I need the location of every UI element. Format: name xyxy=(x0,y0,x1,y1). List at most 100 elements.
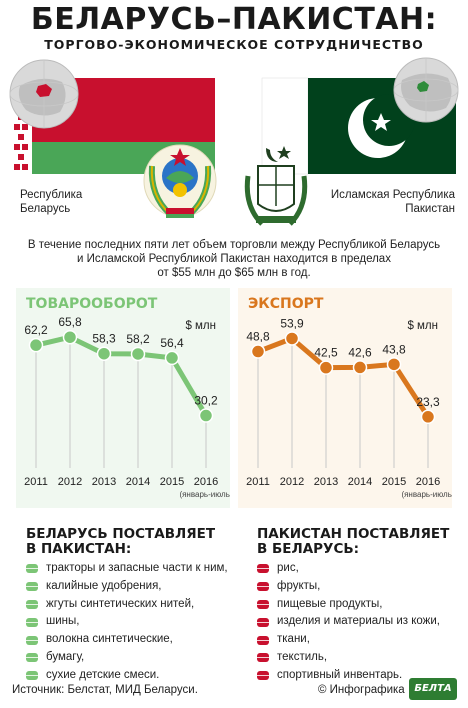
data-label: 62,2 xyxy=(24,323,48,337)
tick-label: 2012 xyxy=(58,476,82,488)
data-point xyxy=(386,357,402,372)
belarus-export-item-label: калийные удобрения, xyxy=(46,579,162,592)
pakistan-export-item-label: ткани, xyxy=(277,633,310,646)
pakistan-exports-title: ПАКИСТАН ПОСТАВЛЯЕТ В БЕЛАРУСЬ: xyxy=(257,526,450,557)
bullet-icon xyxy=(26,617,38,627)
export-unit: $ млн xyxy=(407,320,438,332)
turnover-chart-title: ТОВАРООБОРОТ xyxy=(26,296,158,312)
tick-label: 2014 xyxy=(126,476,150,488)
turnover-chart-panel: ТОВАРООБОРОТ $ млн 62,2 65,8 58,3 58,2 56,4 3… xyxy=(16,288,230,508)
belarus-label: Республика Беларусь xyxy=(20,189,83,215)
belarus-export-item: тракторы и запасные части к ним, xyxy=(26,560,228,578)
globe-pakistan-icon xyxy=(393,57,459,123)
pakistan-label: Исламская Республика Пакистан xyxy=(330,189,455,215)
export-chart-title: ЭКСПОРТ xyxy=(248,296,324,312)
bullet-icon xyxy=(257,653,269,663)
pakistan-export-item: пищевые продукты, xyxy=(257,596,440,614)
globe-belarus-icon xyxy=(9,59,79,129)
data-label: 43,8 xyxy=(382,342,406,356)
pakistan-export-item: текстиль, xyxy=(257,649,440,667)
bullet-icon xyxy=(257,617,269,627)
belarus-export-item: сухие детские смеси. xyxy=(26,667,228,685)
data-point xyxy=(62,329,78,345)
data-point xyxy=(96,346,112,361)
tick-label: 2015 xyxy=(160,476,184,488)
export-chart: 48,8 53,9 42,5 42,6 43,8 23,3 2011 2012 2013 2014… xyxy=(246,316,452,499)
bullet-icon xyxy=(26,653,38,663)
data-point xyxy=(352,360,368,375)
data-label: 48,8 xyxy=(246,330,270,344)
data-label: 42,6 xyxy=(348,345,372,359)
infographic-credit: © Инфографика xyxy=(318,684,405,696)
pakistan-export-item-label: текстиль, xyxy=(277,650,328,663)
source-note: Источник: Белстат, МИД Беларуси. xyxy=(12,684,198,696)
tick-label: 2016 xyxy=(416,476,440,488)
data-label: 42,5 xyxy=(314,346,338,360)
data-label: 58,2 xyxy=(126,332,150,346)
belarus-export-item: шины, xyxy=(26,613,228,631)
bullet-icon xyxy=(257,635,269,645)
bullet-icon xyxy=(26,671,38,681)
tick-label: 2016 xyxy=(194,476,218,488)
pakistan-export-item-label: спортивный инвентарь. xyxy=(277,668,403,681)
belarus-export-item-label: жгуты синтетических нитей, xyxy=(46,597,195,610)
data-point xyxy=(250,344,266,359)
pakistan-export-item-label: пищевые продукты, xyxy=(277,597,383,610)
belarus-emblem-icon xyxy=(143,144,217,218)
belarus-export-item-label: шины, xyxy=(46,615,80,628)
bullet-icon xyxy=(26,564,38,574)
tick-note: (январь-июль) xyxy=(401,490,452,499)
belarus-exports-title: БЕЛАРУСЬ ПОСТАВЛЯЕТ В ПАКИСТАН: xyxy=(26,526,216,557)
bullet-icon xyxy=(257,671,269,681)
tick-label: 2011 xyxy=(246,476,270,488)
flags-illustration xyxy=(9,57,459,226)
data-point xyxy=(130,346,146,362)
pakistan-export-item-label: рис, xyxy=(277,562,299,574)
pakistan-exports-list: рис, фрукты, пищевые продукты, изделия и ма… xyxy=(257,560,440,685)
data-label: 58,3 xyxy=(92,332,116,346)
data-point xyxy=(28,337,44,353)
data-label: 65,8 xyxy=(58,315,82,329)
pakistan-export-item: рис, xyxy=(257,560,440,578)
tick-label: 2013 xyxy=(92,476,116,488)
pakistan-emblem-icon xyxy=(244,146,308,226)
page-subtitle: ТОРГОВО-ЭКОНОМИЧЕСКОЕ СОТРУДНИЧЕСТВО xyxy=(44,37,424,52)
tick-note: (январь-июль) xyxy=(179,490,230,499)
data-label: 30,2 xyxy=(194,394,218,408)
data-label: 23,3 xyxy=(416,395,440,409)
tick-label: 2015 xyxy=(382,476,406,488)
belarus-exports-list: тракторы и запасные части к ним, калийные… xyxy=(26,560,228,685)
bullet-icon xyxy=(26,635,38,645)
pakistan-export-item: изделия и материалы из кожи, xyxy=(257,613,440,631)
tick-label: 2011 xyxy=(24,476,48,488)
bullet-icon xyxy=(257,564,269,574)
data-point xyxy=(164,350,180,366)
belarus-export-item-label: сухие детские смеси. xyxy=(46,668,160,681)
intro-text: В течение последних пяти лет объем торго… xyxy=(27,239,441,279)
belarus-export-item: жгуты синтетических нитей, xyxy=(26,596,228,614)
export-chart-panel: ЭКСПОРТ $ млн 48,8 53,9 42,5 42,6 43,8 23,3 20… xyxy=(238,288,452,508)
tick-label: 2012 xyxy=(280,476,304,488)
belarus-export-item: волокна синтетические, xyxy=(26,631,228,649)
belarus-export-item-label: бумагу, xyxy=(46,650,85,663)
belarus-export-item: бумагу, xyxy=(26,649,228,667)
bullet-icon xyxy=(26,582,38,592)
tick-label: 2014 xyxy=(348,476,372,488)
tick-label: 2013 xyxy=(314,476,338,488)
pakistan-export-item: фрукты, xyxy=(257,578,440,596)
pakistan-export-item-label: фрукты, xyxy=(277,579,321,592)
belarus-export-item-label: волокна синтетические, xyxy=(46,633,173,646)
turnover-chart: 62,2 65,8 58,3 58,2 56,4 30,2 2011 2012 2013 2014… xyxy=(24,315,230,499)
turnover-unit: $ млн xyxy=(185,320,216,332)
data-point xyxy=(284,331,300,346)
belarus-export-item: калийные удобрения, xyxy=(26,578,228,596)
bullet-icon xyxy=(257,582,269,592)
data-point xyxy=(318,360,334,375)
belta-logo: БЕЛТА xyxy=(409,678,457,700)
data-label: 53,9 xyxy=(280,316,304,330)
bullet-icon xyxy=(257,599,269,609)
pakistan-export-item: спортивный инвентарь. xyxy=(257,667,440,685)
bullet-icon xyxy=(26,599,38,609)
belarus-export-item-label: тракторы и запасные части к ним, xyxy=(46,562,228,574)
data-label: 56,4 xyxy=(160,336,184,350)
